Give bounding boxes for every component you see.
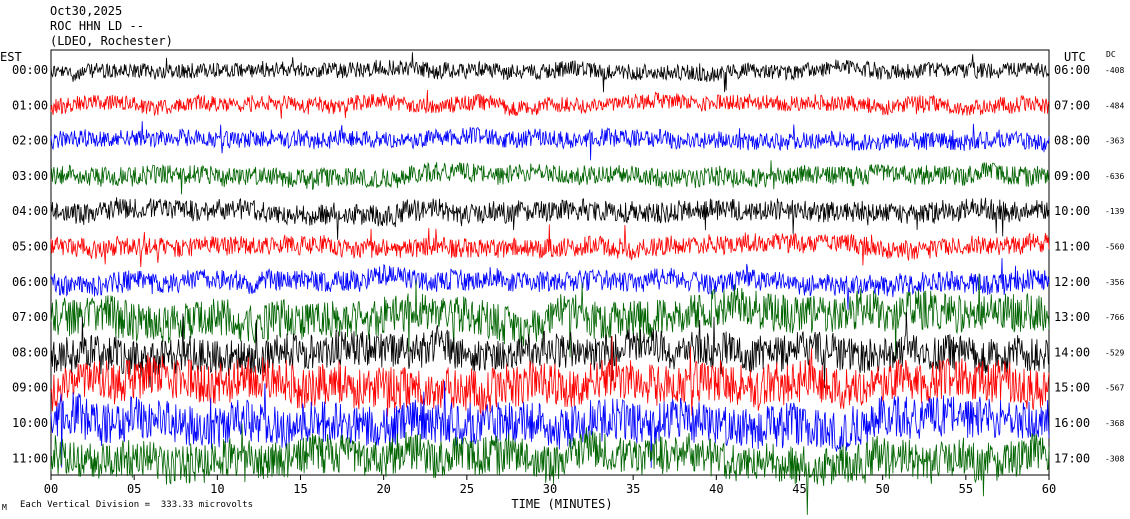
x-tick-label: 00 [44,482,58,496]
trace-row-0100 [50,89,1050,119]
trace-row-0300 [50,160,1050,195]
trace-row-0200 [50,121,1050,161]
trace-row-1100 [50,423,1050,515]
trace-row-0400 [50,197,1050,240]
plot-frame [50,49,1050,476]
est-tick-label: 07:00 [12,310,48,324]
trace-row-1000 [50,381,1050,468]
est-tick-label: 11:00 [12,451,48,465]
trace-row-0500 [50,224,1050,268]
x-tick-label: 35 [626,482,640,496]
x-tick-label: 40 [709,482,723,496]
x-tick-label: 15 [293,482,307,496]
trace-row-0600 [50,258,1050,310]
dc-axis-label: DC [1106,50,1116,59]
x-tick-label: 20 [376,482,390,496]
x-tick-label: 10 [210,482,224,496]
dc-value-label: -139 [1105,207,1124,216]
utc-tick-label: 10:00 [1054,204,1090,218]
est-tick-label: 00:00 [12,63,48,77]
x-axis-label: TIME (MINUTES) [511,497,612,511]
utc-tick-label: 14:00 [1054,345,1090,359]
est-tick-label: 08:00 [12,345,48,359]
dc-value-label: -766 [1105,313,1124,322]
utc-tick-label: 16:00 [1054,416,1090,430]
utc-axis-label: UTC [1064,50,1086,64]
x-tick-label: 50 [875,482,889,496]
est-tick-label: 05:00 [12,240,48,254]
dc-value-label: -529 [1105,348,1124,357]
x-tick-label: 45 [792,482,806,496]
x-tick-label: 60 [1042,482,1056,496]
dc-value-label: -560 [1105,243,1124,252]
trace-row-0900 [50,336,1050,417]
dc-value-label: -408 [1105,66,1124,75]
utc-tick-label: 12:00 [1054,275,1090,289]
dc-value-label: -356 [1105,278,1124,287]
utc-tick-label: 06:00 [1054,63,1090,77]
traces-group [50,52,1050,515]
dc-value-label: -567 [1105,384,1124,393]
network-label: (LDEO, Rochester) [50,34,173,48]
utc-labels: 06:00 07:00 08:00 09:00 10:00 11:00 12:00 13:00… [1054,63,1090,465]
est-tick-label: 10:00 [12,416,48,430]
utc-tick-label: 09:00 [1054,169,1090,183]
utc-tick-label: 15:00 [1054,381,1090,395]
x-tick-label: 25 [460,482,474,496]
trace-row-0700 [50,273,1050,362]
est-tick-label: 02:00 [12,134,48,148]
dc-value-label: -363 [1105,137,1124,146]
utc-tick-label: 07:00 [1054,98,1090,112]
utc-tick-label: 13:00 [1054,310,1090,324]
utc-tick-label: 17:00 [1054,451,1090,465]
est-tick-label: 09:00 [12,381,48,395]
dc-value-label: -308 [1105,454,1124,463]
est-tick-label: 01:00 [12,98,48,112]
est-tick-label: 04:00 [12,204,48,218]
est-tick-label: 03:00 [12,169,48,183]
est-axis-label: EST [0,50,22,64]
x-tick-label: 30 [543,482,557,496]
trace-row-0000 [50,52,1050,93]
dc-labels: -408 -484 -363 -636 -139 -560 -356 -766 -529 -567… [1105,66,1124,463]
dc-value-label: -484 [1105,101,1124,110]
utc-tick-label: 08:00 [1054,134,1090,148]
trace-row-0800 [50,312,1050,389]
scale-note: Each Vertical Division = 333.33 microvol… [20,500,253,510]
date-label: Oct30,2025 [50,4,123,18]
est-labels: 00:00 01:00 02:00 03:00 04:00 05:00 06:00 07:00… [12,63,48,465]
dc-value-label: -368 [1105,419,1124,428]
est-tick-label: 06:00 [12,275,48,289]
x-tick-label: 05 [127,482,141,496]
x-axis-ticks: 00 05 10 15 20 25 30 35 40 45 50 55 60 [44,475,1056,496]
station-label: ROC HHN LD -- [50,19,144,33]
utc-tick-label: 11:00 [1054,240,1090,254]
footer-mark: M [2,503,7,512]
dc-value-label: -636 [1105,172,1124,181]
x-tick-label: 55 [959,482,973,496]
